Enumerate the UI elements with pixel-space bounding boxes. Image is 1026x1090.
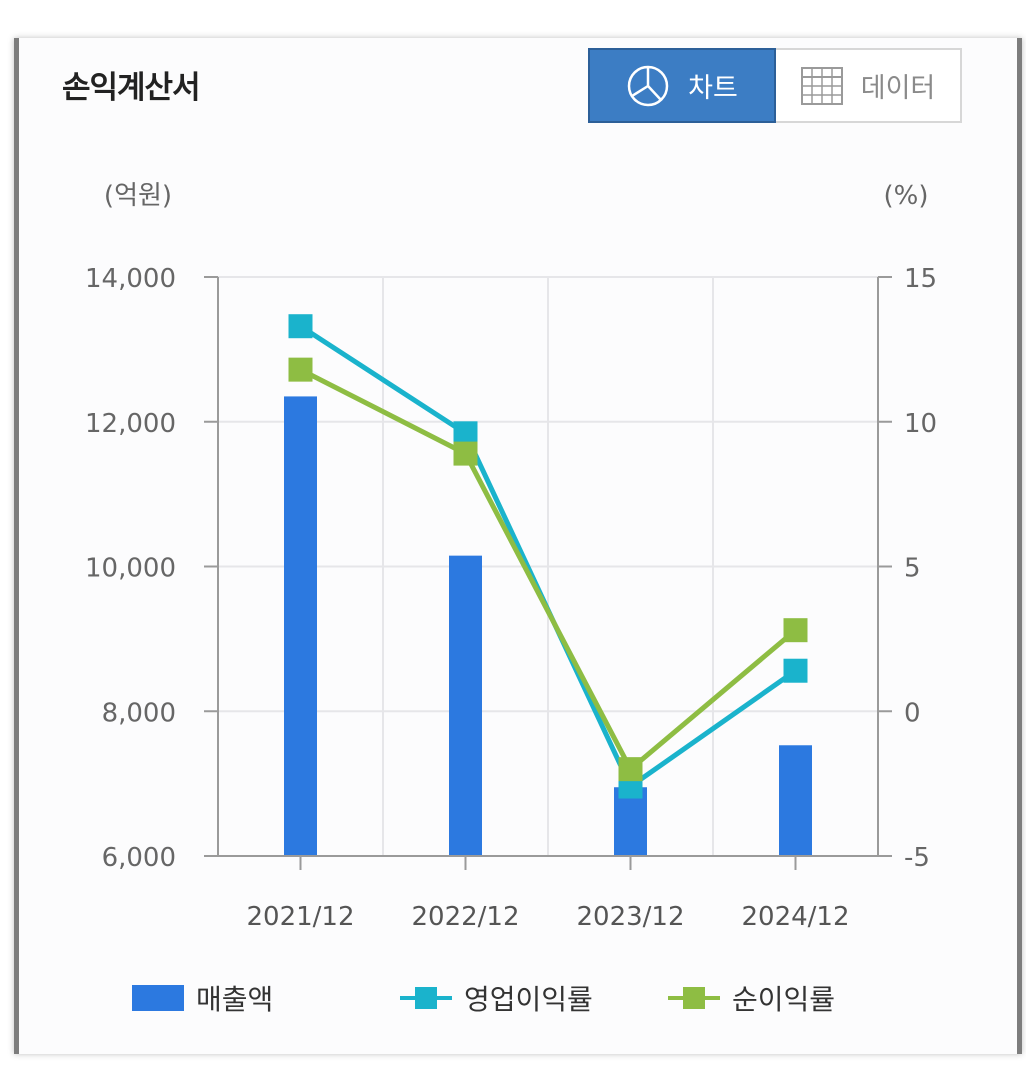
y-left-tick-label: 12,000 <box>85 409 176 439</box>
tab-data[interactable]: 데이터 <box>776 48 962 123</box>
point-operating-margin <box>453 421 478 446</box>
bar-revenue <box>284 396 317 856</box>
view-toggle: 차트 데이터 <box>588 48 962 123</box>
y-left-tick-label: 14,000 <box>85 264 176 294</box>
legend-swatch-revenue <box>132 985 184 1011</box>
point-operating-margin <box>783 658 808 683</box>
y-right-tick-label: 15 <box>904 264 937 294</box>
y-right-unit-label: (%) <box>884 181 929 211</box>
legend-item-revenue: 매출액 <box>132 978 273 1018</box>
tab-data-label: 데이터 <box>860 73 936 104</box>
table-grid-icon <box>800 66 843 105</box>
y-left-tick-label: 10,000 <box>85 554 176 584</box>
bar-revenue <box>449 555 482 856</box>
line-net-margin <box>299 367 798 772</box>
bar-revenue <box>779 745 812 856</box>
y-left-tick-label: 6,000 <box>102 843 176 873</box>
y-left-tick-label: 8,000 <box>102 698 176 728</box>
legend-swatch-operating-margin <box>400 987 452 1009</box>
legend-swatch-net-margin <box>668 987 720 1009</box>
page-title: 손익계산서 <box>62 70 201 106</box>
point-operating-margin <box>288 314 313 339</box>
legend-label-revenue: 매출액 <box>196 983 274 1016</box>
x-tick-label: 2022/12 <box>411 902 519 932</box>
y-left-unit-label: (억원) <box>104 181 172 211</box>
x-tick-label: 2024/12 <box>741 902 849 932</box>
bar-revenue <box>614 787 647 856</box>
chart-legend: 매출액 영업이익률 순이익률 <box>0 978 1026 1028</box>
legend-item-operating-margin: 영업이익률 <box>400 978 593 1018</box>
tab-chart[interactable]: 차트 <box>588 48 776 123</box>
point-net-margin <box>783 618 808 643</box>
legend-item-net-margin: 순이익률 <box>668 978 835 1018</box>
point-net-margin <box>618 757 643 782</box>
pie-chart-icon <box>626 64 670 108</box>
legend-label-net-margin: 순이익률 <box>732 983 836 1016</box>
y-right-tick-label: 10 <box>904 409 937 439</box>
y-right-tick-label: 0 <box>904 698 921 728</box>
point-net-margin <box>288 357 313 382</box>
y-right-tick-label: 5 <box>904 554 921 584</box>
x-tick-label: 2021/12 <box>246 902 354 932</box>
legend-label-operating-margin: 영업이익률 <box>464 983 593 1016</box>
y-right-tick-label: -5 <box>904 843 930 873</box>
tab-chart-label: 차트 <box>688 73 738 104</box>
x-tick-label: 2023/12 <box>576 902 684 932</box>
point-net-margin <box>453 441 478 466</box>
